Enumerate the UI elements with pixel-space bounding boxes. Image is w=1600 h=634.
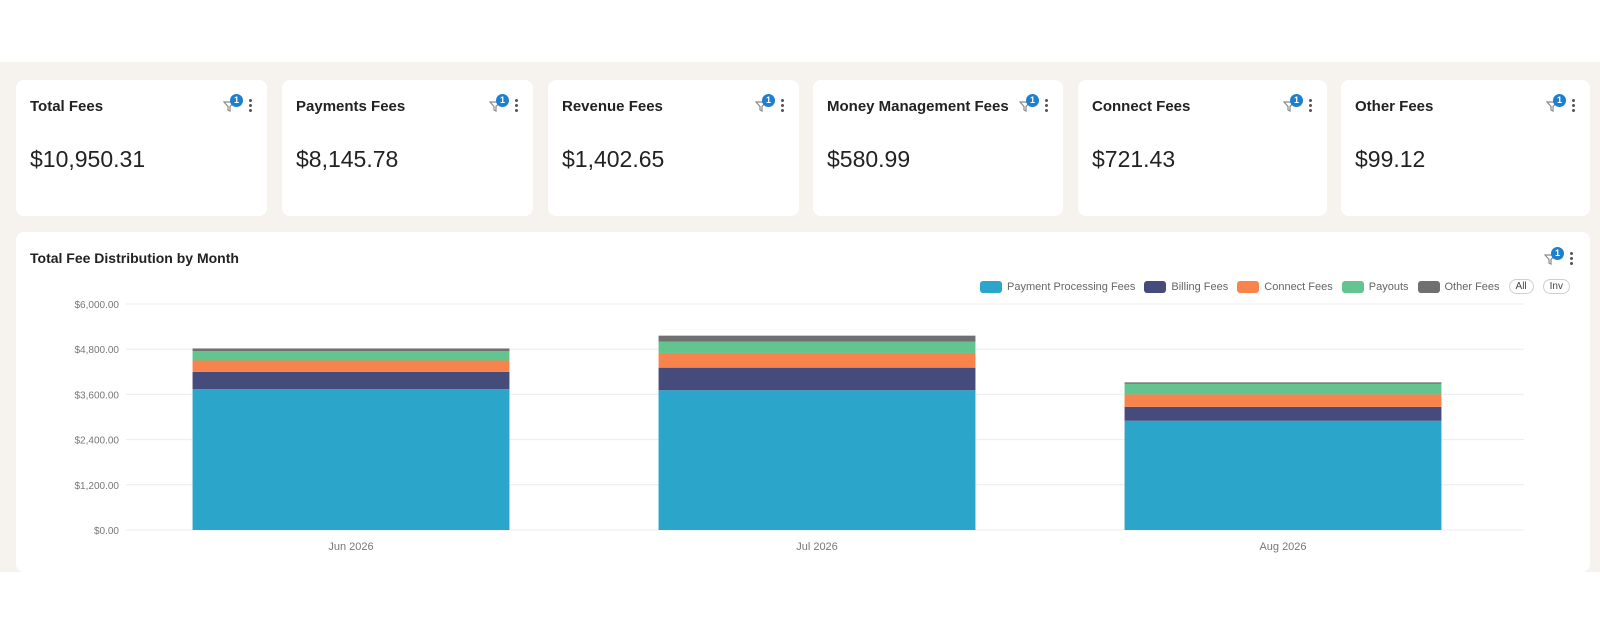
y-tick-label: $1,200.00	[75, 481, 120, 492]
card-title: Other Fees	[1355, 98, 1434, 115]
chart-title: Total Fee Distribution by Month	[30, 250, 239, 266]
card-tools: 1	[755, 94, 785, 115]
kpi-card-revenue-fees: Revenue Fees 1 $1,402.65	[548, 80, 799, 216]
legend-swatch	[980, 280, 1003, 293]
y-tick-label: $4,800.00	[75, 345, 120, 356]
bar-segment[interactable]	[1124, 394, 1442, 407]
bar-segment[interactable]	[658, 367, 976, 391]
bar-segment[interactable]	[658, 390, 976, 530]
legend-item[interactable]: Other Fees	[1417, 280, 1500, 293]
legend-label: Billing Fees	[1171, 280, 1229, 293]
legend-select-all-button[interactable]: All	[1508, 279, 1534, 294]
card-tools: 1	[1546, 94, 1576, 115]
legend-invert-button[interactable]: Inv	[1542, 279, 1570, 294]
kpi-card-total-fees: Total Fees 1 $10,950.31	[16, 80, 267, 216]
filter-icon[interactable]: 1	[1283, 94, 1303, 112]
filter-icon[interactable]: 1	[1544, 247, 1564, 265]
card-value: $1,402.65	[562, 146, 665, 172]
filter-icon[interactable]: 1	[1019, 94, 1039, 112]
filter-icon[interactable]: 1	[223, 94, 243, 112]
filter-icon[interactable]: 1	[1546, 94, 1566, 112]
card-value: $10,950.31	[30, 146, 146, 172]
filter-count-badge: 1	[1026, 94, 1039, 107]
card-tools: 1	[223, 94, 253, 115]
bar-segment[interactable]	[192, 348, 510, 352]
bar-segment[interactable]	[1124, 406, 1442, 421]
legend-swatch	[1144, 280, 1167, 293]
card-value: $721.43	[1092, 146, 1176, 172]
card-value: $99.12	[1355, 146, 1426, 172]
kebab-menu-icon[interactable]	[779, 99, 785, 115]
fee-distribution-chart-panel: $0.00 $1,200.00 $2,400.00 $3,600.00 $4,800.0…	[16, 232, 1590, 572]
kebab-menu-icon[interactable]	[1043, 99, 1049, 115]
bar-segment[interactable]	[192, 371, 510, 390]
filter-count-badge: 1	[230, 94, 243, 107]
card-value: $8,145.78	[296, 146, 399, 172]
kpi-card-connect-fees: Connect Fees 1 $721.43	[1078, 80, 1327, 216]
filter-icon[interactable]: 1	[489, 94, 509, 112]
chart-legend: Payment Processing Fees Billing Fees Conne…	[980, 279, 1570, 294]
legend-item[interactable]: Billing Fees	[1144, 280, 1229, 293]
filter-count-badge: 1	[762, 94, 775, 107]
filter-count-badge: 1	[1553, 94, 1566, 107]
card-title: Money Management Fees	[827, 98, 1009, 115]
card-tools: 1	[489, 94, 519, 115]
x-tick-label: Jul 2026	[796, 541, 838, 553]
kebab-menu-icon[interactable]	[1570, 99, 1576, 115]
legend-item[interactable]: Connect Fees	[1237, 280, 1333, 293]
legend-label: Connect Fees	[1264, 280, 1333, 293]
legend-label: Payouts	[1368, 280, 1409, 293]
chart-tools: 1	[1544, 247, 1574, 268]
card-tools: 1	[1019, 94, 1049, 115]
bar-segment[interactable]	[1124, 420, 1442, 530]
legend-label: Other Fees	[1444, 280, 1500, 293]
kpi-card-money-management-fees: Money Management Fees 1 $580.99	[813, 80, 1063, 216]
card-tools: 1	[1283, 94, 1313, 115]
kebab-menu-icon[interactable]	[1307, 99, 1313, 115]
legend-swatch	[1341, 280, 1364, 293]
kpi-card-payments-fees: Payments Fees 1 $8,145.78	[282, 80, 533, 216]
y-tick-label: $0.00	[94, 526, 119, 537]
bar-segment[interactable]	[658, 352, 976, 368]
bar-segment[interactable]	[658, 335, 976, 342]
filter-icon[interactable]: 1	[755, 94, 775, 112]
kebab-menu-icon[interactable]	[1568, 252, 1574, 268]
card-title: Payments Fees	[296, 98, 406, 115]
bar-segment[interactable]	[192, 389, 510, 530]
bar-segment[interactable]	[658, 341, 976, 353]
y-tick-label: $6,000.00	[75, 300, 120, 311]
x-tick-label: Jun 2026	[328, 541, 373, 553]
bar-segment[interactable]	[1124, 383, 1442, 395]
legend-swatch	[1417, 280, 1440, 293]
card-title: Connect Fees	[1092, 98, 1191, 115]
filter-count-badge: 1	[1551, 247, 1564, 260]
bar-segment[interactable]	[1124, 382, 1442, 384]
y-tick-label: $2,400.00	[75, 436, 120, 447]
legend-item[interactable]: Payouts	[1341, 280, 1409, 293]
y-tick-label: $3,600.00	[75, 390, 120, 401]
x-tick-label: Aug 2026	[1259, 541, 1306, 553]
legend-swatch	[1237, 280, 1260, 293]
card-value: $580.99	[827, 146, 911, 172]
legend-item[interactable]: Payment Processing Fees	[980, 280, 1136, 293]
kebab-menu-icon[interactable]	[513, 99, 519, 115]
bar-segment[interactable]	[192, 351, 510, 361]
card-title: Revenue Fees	[562, 98, 663, 115]
legend-label: Payment Processing Fees	[1007, 280, 1136, 293]
kebab-menu-icon[interactable]	[247, 99, 253, 115]
fee-distribution-chart: $0.00 $1,200.00 $2,400.00 $3,600.00 $4,800.0…	[75, 300, 1524, 553]
bar-segment[interactable]	[192, 360, 510, 372]
kpi-card-other-fees: Other Fees 1 $99.12	[1341, 80, 1590, 216]
card-title: Total Fees	[30, 98, 104, 115]
filter-count-badge: 1	[496, 94, 509, 107]
filter-count-badge: 1	[1290, 94, 1303, 107]
